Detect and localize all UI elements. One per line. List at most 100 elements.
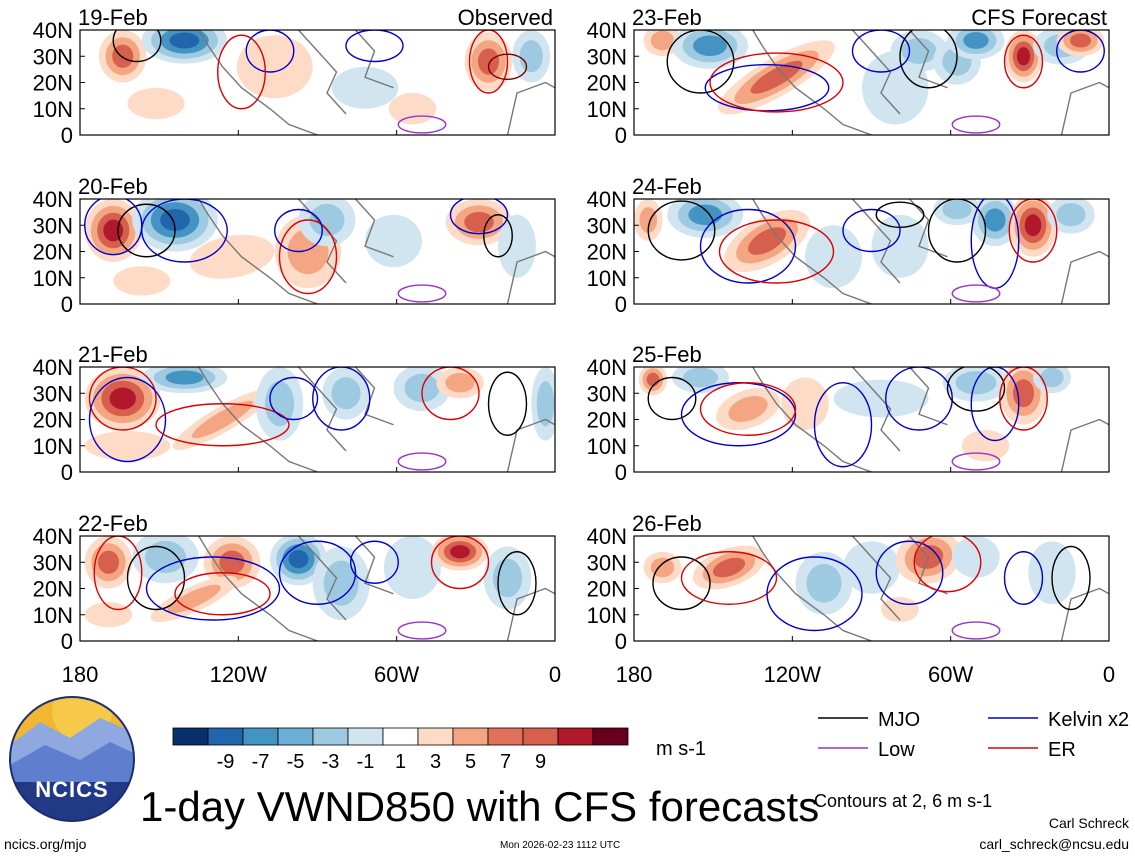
anomaly-shade xyxy=(1012,379,1035,408)
anomaly-shade xyxy=(519,40,543,73)
wave-contour xyxy=(680,551,778,605)
wave-contour xyxy=(951,452,1001,471)
anomaly-shade xyxy=(942,199,972,220)
wave-contour xyxy=(421,367,480,421)
wave-contour xyxy=(851,30,911,73)
colorbar-swatch xyxy=(242,727,279,746)
colorbar-label: 5 xyxy=(465,751,476,773)
lat-tick-label: 20N xyxy=(587,71,627,96)
wave-contour xyxy=(487,371,528,436)
coast-line xyxy=(506,81,555,135)
footer-email[interactable]: carl_schreck@ncsu.edu xyxy=(979,836,1129,852)
anomaly-shade xyxy=(1024,214,1042,237)
lat-tick-label: 30N xyxy=(587,44,627,69)
anomaly-shade xyxy=(464,211,494,233)
lat-tick-label: 30N xyxy=(587,550,627,575)
wave-contour xyxy=(699,382,797,436)
anomaly-shade xyxy=(450,545,470,559)
anomaly-shade xyxy=(750,60,803,94)
anomaly-shade xyxy=(84,602,133,628)
wave-contour xyxy=(397,452,447,471)
lat-tick-label: 40N xyxy=(587,355,627,380)
anomaly-shade xyxy=(806,563,842,603)
wave-contour xyxy=(430,536,490,590)
lat-tick-label: 30N xyxy=(33,44,73,69)
chart-title: 1-day VWND850 with CFS forecasts xyxy=(140,783,819,830)
wave-contour xyxy=(699,208,797,284)
wave-contour xyxy=(666,30,735,94)
wave-contour xyxy=(397,284,447,303)
coastline xyxy=(198,30,555,135)
panel-date-label: 26-Feb xyxy=(632,511,702,536)
wave-contour xyxy=(875,540,944,605)
lat-tick-label: 30N xyxy=(33,550,73,575)
coast-line xyxy=(851,536,901,621)
wave-contour xyxy=(652,556,711,611)
colorbar-label: -3 xyxy=(322,751,340,773)
anomaly-shade xyxy=(145,540,186,574)
anomaly-fill xyxy=(638,367,1071,462)
wave-contour xyxy=(468,30,509,94)
wave-contour xyxy=(217,34,266,110)
coastline xyxy=(198,199,555,304)
wave-contour xyxy=(1003,34,1044,89)
anomaly-shade xyxy=(1016,47,1031,66)
footer-timestamp: Mon 2026-02-23 1112 UTC xyxy=(500,840,621,851)
anomaly-shade xyxy=(639,207,658,233)
logo-text: NCICS xyxy=(35,777,108,802)
lat-tick-label: 20N xyxy=(587,240,627,265)
wave-contour xyxy=(93,536,143,611)
anomaly-shade xyxy=(167,584,221,614)
lat-tick-label: 0 xyxy=(615,292,627,317)
ncics-logo: NCICS xyxy=(9,696,135,822)
logo-art xyxy=(10,697,134,821)
lat-tick-label: 20N xyxy=(33,577,73,602)
coast-line xyxy=(198,199,318,304)
lat-tick-label: 40N xyxy=(33,187,73,212)
anomaly-shade xyxy=(236,35,313,99)
wave-contour xyxy=(497,551,537,616)
coastline xyxy=(752,30,1109,135)
panel-date-label: 20-Feb xyxy=(78,174,148,199)
wave-contour xyxy=(350,540,399,584)
anomaly-shade xyxy=(871,214,929,278)
wave-contour xyxy=(312,367,371,431)
anomaly-shade xyxy=(331,377,361,410)
lat-tick-label: 20N xyxy=(33,240,73,265)
lat-tick-label: 10N xyxy=(33,97,73,122)
lat-tick-label: 30N xyxy=(33,213,73,238)
coast-line xyxy=(198,367,318,472)
coast-line xyxy=(354,30,394,89)
panel-source-label: Observed xyxy=(458,5,553,30)
wave-contour xyxy=(899,30,958,89)
colorbar-swatch xyxy=(592,727,629,746)
coast-line xyxy=(851,367,901,452)
coast-line xyxy=(1060,587,1109,641)
coast-line xyxy=(506,418,555,472)
lat-tick-label: 10N xyxy=(587,97,627,122)
lat-tick-label: 30N xyxy=(33,381,73,406)
anomaly-shade xyxy=(881,596,919,623)
wave-contour xyxy=(951,621,1001,640)
colorbar-label: -9 xyxy=(217,751,235,773)
lat-tick-label: 0 xyxy=(61,292,73,317)
anomaly-shade xyxy=(165,370,204,385)
lat-tick-label: 40N xyxy=(587,18,627,43)
footer-site[interactable]: ncics.org/mjo xyxy=(4,836,87,852)
anomaly-shade xyxy=(961,430,1010,462)
wave-contour xyxy=(345,30,404,63)
anomaly-shade xyxy=(477,48,500,75)
anomaly-shade xyxy=(288,549,309,569)
wave-contour xyxy=(155,403,290,447)
legend: MJO Kelvin x2 Low ER Contours at 2, 6 m s-1 xyxy=(814,709,1129,811)
lat-tick-label: 10N xyxy=(587,266,627,291)
anomaly-shade xyxy=(693,35,727,57)
anomaly-shade xyxy=(323,560,359,606)
anomaly-shade xyxy=(191,400,254,439)
lat-tick-label: 0 xyxy=(61,460,73,485)
anomaly-shade xyxy=(650,557,675,578)
